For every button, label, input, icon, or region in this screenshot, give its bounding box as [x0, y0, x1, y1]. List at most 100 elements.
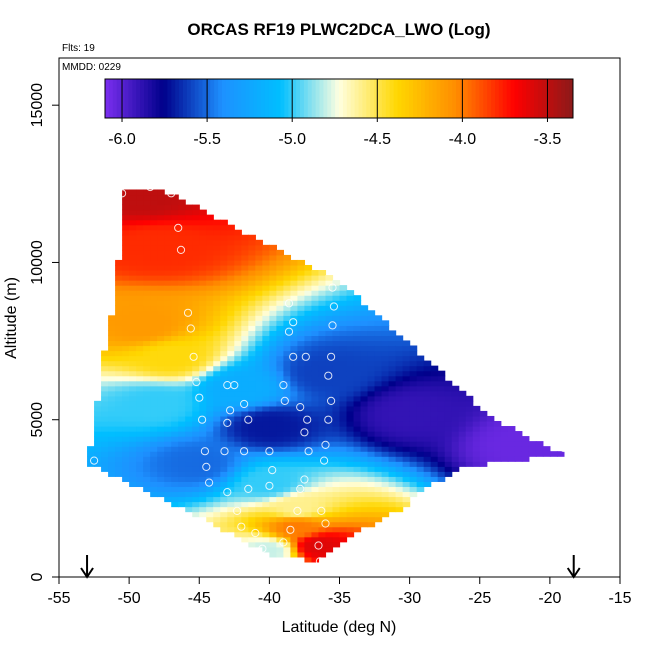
heatmap-cell — [360, 400, 369, 407]
heatmap-cell — [129, 436, 137, 442]
heatmap-cell — [374, 335, 383, 342]
heatmap-cell — [192, 405, 200, 412]
heatmap-cell — [213, 380, 221, 387]
heatmap-cell — [255, 441, 263, 447]
heatmap-cell — [192, 501, 200, 508]
heatmap-cell — [388, 461, 397, 467]
heatmap-cell — [192, 350, 200, 357]
heatmap-cell — [248, 345, 256, 352]
heatmap-cell — [248, 249, 256, 256]
heatmap-cell — [346, 380, 355, 387]
heatmap-cell — [269, 395, 277, 402]
heatmap-cell — [150, 300, 158, 306]
heatmap-cell — [248, 446, 256, 452]
heatmap-cell — [311, 431, 320, 437]
heatmap-cell — [171, 310, 179, 316]
heatmap-cell — [276, 491, 284, 498]
heatmap-cell — [248, 390, 256, 397]
heatmap-cell — [269, 526, 277, 533]
heatmap-cell — [360, 486, 369, 493]
heatmap-cell — [171, 441, 179, 447]
heatmap-cell — [220, 280, 228, 286]
colorbar-swatch — [319, 79, 324, 118]
heatmap-cell — [192, 285, 200, 291]
heatmap-cell — [430, 400, 439, 407]
heatmap-cell — [150, 360, 158, 367]
arrow-head — [80, 567, 94, 579]
heatmap-cell — [367, 506, 376, 513]
heatmap-cell — [234, 456, 242, 462]
heatmap-cell — [458, 436, 467, 442]
heatmap-cell — [115, 345, 123, 352]
heatmap-cell — [276, 325, 284, 331]
heatmap-cell — [164, 405, 172, 412]
heatmap-cell — [367, 320, 376, 326]
heatmap-cell — [213, 355, 221, 362]
heatmap-cell — [234, 385, 242, 392]
heatmap-cell — [325, 526, 334, 533]
heatmap-cell — [94, 431, 102, 437]
heatmap-cell — [234, 234, 242, 241]
heatmap-cell — [346, 340, 355, 347]
heatmap-cell — [381, 375, 390, 382]
heatmap-cell — [129, 194, 137, 201]
heatmap-cell — [171, 355, 179, 362]
heatmap-cell — [150, 405, 158, 412]
heatmap-cell — [108, 340, 116, 347]
heatmap-cell — [248, 426, 256, 432]
heatmap-cell — [129, 360, 137, 367]
heatmap-cell — [311, 415, 320, 422]
heatmap-cell — [542, 451, 551, 457]
colorbar-swatch — [303, 79, 309, 118]
heatmap-cell — [150, 310, 158, 316]
colorbar-swatch — [218, 79, 223, 118]
heatmap-cell — [311, 290, 320, 296]
heatmap-cell — [339, 335, 348, 342]
heatmap-cell — [290, 325, 299, 331]
heatmap-cell — [115, 285, 123, 291]
heatmap-cell — [206, 400, 214, 407]
heatmap-cell — [367, 481, 376, 488]
heatmap-cell — [297, 290, 306, 296]
heatmap-cell — [178, 229, 186, 236]
heatmap-cell — [409, 461, 418, 467]
heatmap-cell — [283, 496, 292, 503]
heatmap-cell — [360, 335, 369, 342]
heatmap-cell — [339, 330, 348, 337]
heatmap-cell — [423, 370, 432, 377]
heatmap-cell — [248, 456, 256, 462]
heatmap-cell — [360, 521, 369, 528]
heatmap-cell — [185, 229, 193, 236]
heatmap-cell — [276, 521, 284, 528]
heatmap-cell — [143, 375, 151, 382]
heatmap-cell — [388, 395, 397, 402]
heatmap-cell — [136, 481, 144, 488]
heatmap-cell — [115, 441, 123, 447]
heatmap-cell — [297, 335, 306, 342]
heatmap-cell — [206, 451, 214, 457]
heatmap-cell — [213, 280, 221, 286]
heatmap-cell — [136, 204, 144, 211]
heatmap-cell — [199, 315, 207, 321]
heatmap-cell — [276, 305, 284, 311]
heatmap-cell — [248, 380, 256, 387]
heatmap-cell — [332, 330, 341, 337]
heatmap-cell — [157, 441, 165, 447]
heatmap-cell — [325, 446, 334, 452]
heatmap-cell — [395, 375, 404, 382]
heatmap-cell — [395, 441, 404, 447]
heatmap-cell — [157, 476, 165, 482]
heatmap-cell — [150, 194, 158, 201]
heatmap-cell — [346, 370, 355, 377]
heatmap-cell — [171, 385, 179, 392]
heatmap-cell — [339, 511, 348, 518]
heatmap-cell — [164, 486, 172, 493]
heatmap-cell — [171, 219, 179, 226]
heatmap-cell — [339, 415, 348, 422]
heatmap-cell — [332, 461, 341, 467]
heatmap-cell — [255, 320, 263, 326]
heatmap-cell — [367, 355, 376, 362]
heatmap-cell — [276, 395, 284, 402]
colorbar-swatch — [222, 79, 227, 118]
heatmap-cell — [353, 375, 362, 382]
